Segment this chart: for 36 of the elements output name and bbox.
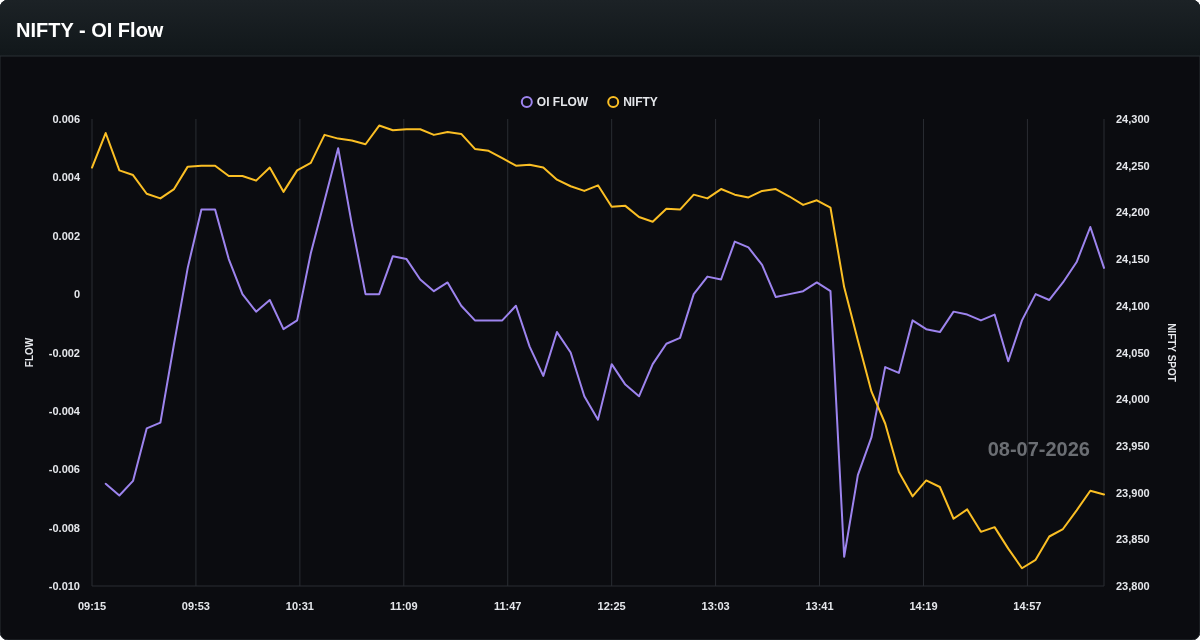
- y-tick-label: -0.004: [48, 404, 81, 417]
- legend-label: NIFTY: [623, 95, 658, 109]
- y2-tick-label: 24,300: [1116, 113, 1150, 125]
- x-tick-label: 11:09: [390, 600, 418, 612]
- x-tick-label: 14:19: [909, 600, 938, 612]
- y-tick-label: -0.002: [48, 346, 80, 359]
- y2-tick-label: 24,100: [1116, 299, 1150, 312]
- y2-axis-title: NIFTY SPOT: [1166, 323, 1177, 382]
- y-tick-label: 0.004: [52, 171, 81, 184]
- chart-title: NIFTY - OI Flow: [16, 19, 164, 41]
- x-tick-label: 13:03: [701, 600, 730, 612]
- y-tick-label: -0.008: [48, 521, 80, 534]
- y2-tick-label: 24,200: [1116, 206, 1150, 219]
- y2-tick-label: 23,800: [1116, 580, 1150, 592]
- legend-label: OI FLOW: [536, 95, 589, 109]
- y-tick-label: 0: [73, 288, 80, 301]
- y2-tick-label: 23,950: [1116, 439, 1150, 452]
- x-tick-label: 13:41: [805, 600, 834, 612]
- y2-tick-label: 24,250: [1116, 159, 1150, 172]
- x-tick-label: 09:53: [181, 600, 210, 612]
- x-tick-label: 10:31: [285, 600, 314, 612]
- y-tick-label: 0.006: [52, 113, 80, 125]
- y2-tick-label: 24,150: [1116, 253, 1150, 266]
- y-tick-label: -0.006: [48, 463, 80, 476]
- y2-tick-label: 24,000: [1116, 393, 1150, 406]
- y2-tick-label: 23,850: [1116, 533, 1150, 546]
- x-tick-label: 14:57: [1013, 600, 1042, 612]
- y-axis-title: FLOW: [24, 337, 35, 368]
- y-tick-label: -0.010: [48, 580, 80, 592]
- x-tick-label: 12:25: [597, 600, 626, 612]
- x-tick-label: 09:15: [77, 600, 107, 612]
- annotation: 08-07-2026: [987, 438, 1090, 460]
- y2-tick-label: 24,050: [1116, 346, 1150, 359]
- y2-tick-label: 23,900: [1116, 486, 1150, 499]
- x-tick-label: 11:47: [493, 600, 522, 612]
- y-tick-label: 0.002: [52, 229, 80, 242]
